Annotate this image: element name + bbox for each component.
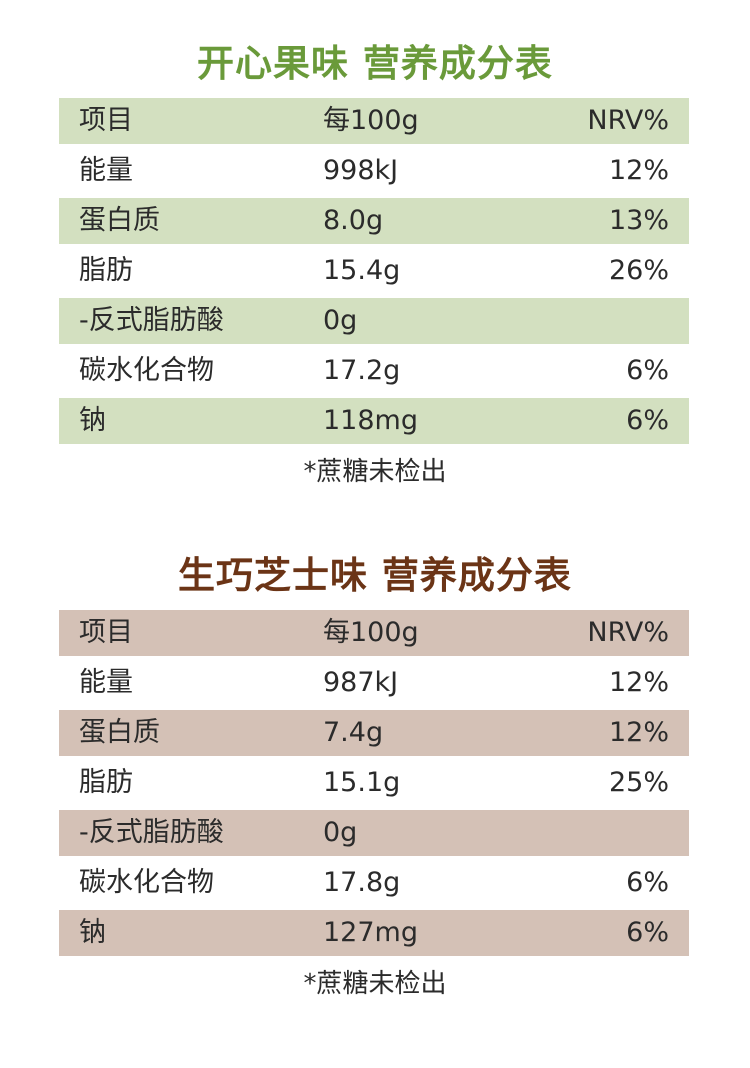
header-nrv: NRV%	[587, 617, 669, 648]
sucrose-note: *蔗糖未检出	[303, 457, 447, 487]
row-name: 蛋白质	[79, 205, 160, 236]
table-row: 脂肪 15.1g 25%	[59, 760, 689, 806]
table-row: 钠 127mg 6%	[59, 910, 689, 956]
row-nrv: 6%	[626, 405, 669, 436]
row-amount: 15.4g	[323, 255, 401, 286]
row-nrv: 25%	[608, 767, 669, 798]
table-header-row: 项目 每100g NRV%	[59, 98, 689, 144]
row-name: 脂肪	[79, 767, 133, 798]
row-amount: 127mg	[323, 917, 418, 948]
row-amount: 15.1g	[323, 767, 401, 798]
table-row: 钠 118mg 6%	[59, 398, 689, 444]
table-row: 蛋白质 8.0g 13%	[59, 198, 689, 244]
table-row: 脂肪 15.4g 26%	[59, 248, 689, 294]
header-nrv: NRV%	[587, 105, 669, 136]
row-amount: 0g	[323, 305, 358, 336]
row-amount: 998kJ	[323, 155, 399, 186]
row-name: 钠	[79, 917, 106, 948]
row-amount: 17.8g	[323, 867, 401, 898]
table-row: -反式脂肪酸 0g	[59, 298, 689, 344]
table-row: 能量 987kJ 12%	[59, 660, 689, 706]
row-amount: 118mg	[323, 405, 418, 436]
row-name: 蛋白质	[79, 717, 160, 748]
row-nrv: 6%	[626, 355, 669, 386]
table-row: 能量 998kJ 12%	[59, 148, 689, 194]
table-header-row: 项目 每100g NRV%	[59, 610, 689, 656]
row-amount: 987kJ	[323, 667, 399, 698]
header-item: 项目	[79, 105, 133, 136]
header-per-100g: 每100g	[323, 105, 419, 136]
row-amount: 7.4g	[323, 717, 384, 748]
row-amount: 0g	[323, 817, 358, 848]
row-amount: 8.0g	[323, 205, 384, 236]
row-nrv: 6%	[626, 867, 669, 898]
row-amount: 17.2g	[323, 355, 401, 386]
row-nrv: 12%	[608, 155, 669, 186]
table-row: 碳水化合物 17.8g 6%	[59, 860, 689, 906]
row-nrv: 26%	[608, 255, 669, 286]
table-row: 碳水化合物 17.2g 6%	[59, 348, 689, 394]
row-name: 碳水化合物	[79, 355, 214, 386]
row-nrv: 6%	[626, 917, 669, 948]
row-name: 脂肪	[79, 255, 133, 286]
row-name: 能量	[79, 155, 133, 186]
row-name: 能量	[79, 667, 133, 698]
row-name: 碳水化合物	[79, 867, 214, 898]
section-title: 生巧芝士味 营养成分表	[178, 554, 572, 597]
table-row: -反式脂肪酸 0g	[59, 810, 689, 856]
row-nrv: 12%	[608, 667, 669, 698]
row-nrv: 12%	[608, 717, 669, 748]
nutrition-table: 项目 每100g NRV% 能量 998kJ 12% 蛋白质 8.0g 13% …	[59, 98, 689, 448]
section-title: 开心果味 营养成分表	[197, 42, 553, 85]
row-nrv: 13%	[608, 205, 669, 236]
nutrition-table: 项目 每100g NRV% 能量 987kJ 12% 蛋白质 7.4g 12% …	[59, 610, 689, 960]
header-item: 项目	[79, 617, 133, 648]
row-name: -反式脂肪酸	[79, 305, 224, 336]
table-row: 蛋白质 7.4g 12%	[59, 710, 689, 756]
row-name: 钠	[79, 405, 106, 436]
row-name: -反式脂肪酸	[79, 817, 224, 848]
sucrose-note: *蔗糖未检出	[303, 969, 447, 999]
header-per-100g: 每100g	[323, 617, 419, 648]
